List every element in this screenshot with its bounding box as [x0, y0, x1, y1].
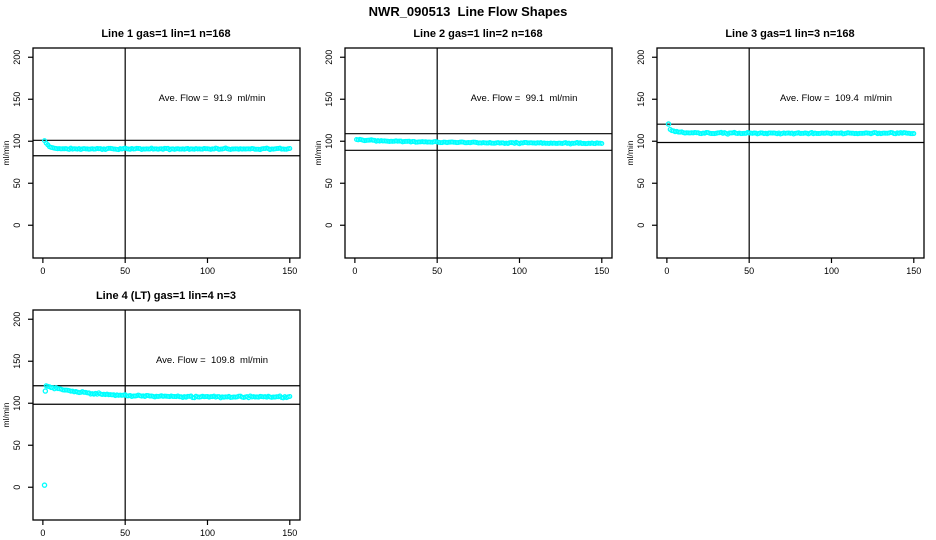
x-tick-label: 0 [664, 266, 669, 276]
panel-4-title: Line 4 (LT) gas=1 lin=4 n=3 [96, 290, 236, 302]
y-axis-ticks: 0 50 100 150 200 [636, 50, 657, 228]
panel-1: Line 1 gas=1 lin=1 n=168 Ave. Flow = 91.… [0, 20, 312, 280]
y-axis-ticks: 0 50 100 150 200 [12, 312, 33, 490]
x-tick-label: 100 [824, 266, 839, 276]
data-points [42, 138, 293, 153]
y-tick-label: 150 [324, 92, 334, 107]
y-tick-label: 200 [636, 50, 646, 65]
y-tick-label: 50 [324, 178, 334, 188]
panel-3-plot: Line 3 gas=1 lin=3 n=168 Ave. Flow = 109… [625, 28, 925, 276]
panel-3-axes-and-points: 0 50 100 150 0 50 100 150 200 ml/min [625, 47, 925, 276]
panel-3-ave-flow-annotation: Ave. Flow = 109.4 ml/min [780, 93, 892, 104]
y-tick-label: 100 [12, 134, 22, 149]
data-point [911, 131, 917, 137]
panel-1-title: Line 1 gas=1 lin=1 n=168 [101, 28, 230, 40]
plot-box [32, 47, 301, 259]
y-tick-label: 100 [636, 134, 646, 149]
y-tick-label: 200 [324, 50, 334, 65]
plot-box [32, 309, 301, 521]
x-tick-label: 50 [120, 266, 130, 276]
x-tick-label: 50 [744, 266, 754, 276]
y-tick-label: 200 [12, 50, 22, 65]
y-tick-label: 50 [12, 440, 22, 450]
panel-2-axes-and-points: 0 50 100 150 0 50 100 150 200 ml/min [313, 47, 613, 276]
data-point [287, 145, 293, 151]
x-tick-label: 100 [200, 528, 215, 538]
y-tick-label: 0 [12, 223, 22, 228]
outlier-point [42, 388, 49, 394]
panel-1-ave-flow-annotation: Ave. Flow = 91.9 ml/min [159, 93, 266, 104]
panel-3-title: Line 3 gas=1 lin=3 n=168 [725, 28, 854, 40]
panel-2: Line 2 gas=1 lin=2 n=168 Ave. Flow = 99.… [312, 20, 624, 280]
x-tick-label: 150 [282, 528, 297, 538]
panel-3: Line 3 gas=1 lin=3 n=168 Ave. Flow = 109… [624, 20, 936, 280]
x-axis-ticks: 0 50 100 150 [40, 258, 297, 276]
x-axis-ticks: 0 50 100 150 [664, 258, 921, 276]
y-tick-label: 0 [324, 223, 334, 228]
x-tick-label: 0 [40, 528, 45, 538]
y-tick-label: 0 [12, 485, 22, 490]
x-tick-label: 150 [282, 266, 297, 276]
x-tick-label: 100 [200, 266, 215, 276]
y-tick-label: 200 [12, 312, 22, 327]
panel-2-plot: Line 2 gas=1 lin=2 n=168 Ave. Flow = 99.… [313, 28, 613, 276]
y-tick-label: 150 [12, 354, 22, 369]
outlier-point [41, 482, 48, 488]
plot-box [656, 47, 925, 259]
x-tick-label: 0 [352, 266, 357, 276]
panel-1-plot: Line 1 gas=1 lin=1 n=168 Ave. Flow = 91.… [1, 28, 301, 276]
y-axis-label: ml/min [1, 402, 11, 427]
data-point [287, 393, 293, 399]
y-axis-label: ml/min [1, 140, 11, 165]
y-tick-label: 50 [636, 178, 646, 188]
x-tick-label: 0 [40, 266, 45, 276]
y-axis-ticks: 0 50 100 150 200 [324, 50, 345, 228]
x-tick-label: 50 [120, 528, 130, 538]
main-title: NWR_090513 Line Flow Shapes [368, 4, 568, 19]
panel-1-axes-and-points: 0 50 100 150 0 50 100 150 200 ml/min [1, 47, 301, 276]
panel-2-title: Line 2 gas=1 lin=2 n=168 [413, 28, 542, 40]
data-point [599, 141, 605, 147]
data-points [41, 383, 293, 488]
y-tick-label: 100 [324, 134, 334, 149]
y-tick-label: 150 [636, 92, 646, 107]
panel-4-ave-flow-annotation: Ave. Flow = 109.8 ml/min [156, 355, 268, 366]
x-tick-label: 150 [906, 266, 921, 276]
panel-4-plot: Line 4 (LT) gas=1 lin=4 n=3 Ave. Flow = … [1, 290, 301, 538]
x-tick-label: 150 [594, 266, 609, 276]
plot-box [344, 47, 613, 259]
y-tick-label: 0 [636, 223, 646, 228]
panel-4: Line 4 (LT) gas=1 lin=4 n=3 Ave. Flow = … [0, 282, 312, 540]
x-axis-ticks: 0 50 100 150 [352, 258, 609, 276]
x-axis-ticks: 0 50 100 150 [40, 520, 297, 538]
y-tick-label: 100 [12, 396, 22, 411]
y-tick-label: 50 [12, 178, 22, 188]
data-points [354, 136, 605, 147]
panel-2-ave-flow-annotation: Ave. Flow = 99.1 ml/min [471, 93, 578, 104]
x-tick-label: 100 [512, 266, 527, 276]
y-axis-ticks: 0 50 100 150 200 [12, 50, 33, 228]
panel-4-axes-and-points: 0 50 100 150 0 50 100 150 200 ml/min [1, 309, 301, 538]
outlier-point [665, 121, 672, 127]
y-axis-label: ml/min [313, 140, 323, 165]
x-tick-label: 50 [432, 266, 442, 276]
y-tick-label: 150 [12, 92, 22, 107]
data-points [665, 121, 917, 137]
y-axis-label: ml/min [625, 140, 635, 165]
